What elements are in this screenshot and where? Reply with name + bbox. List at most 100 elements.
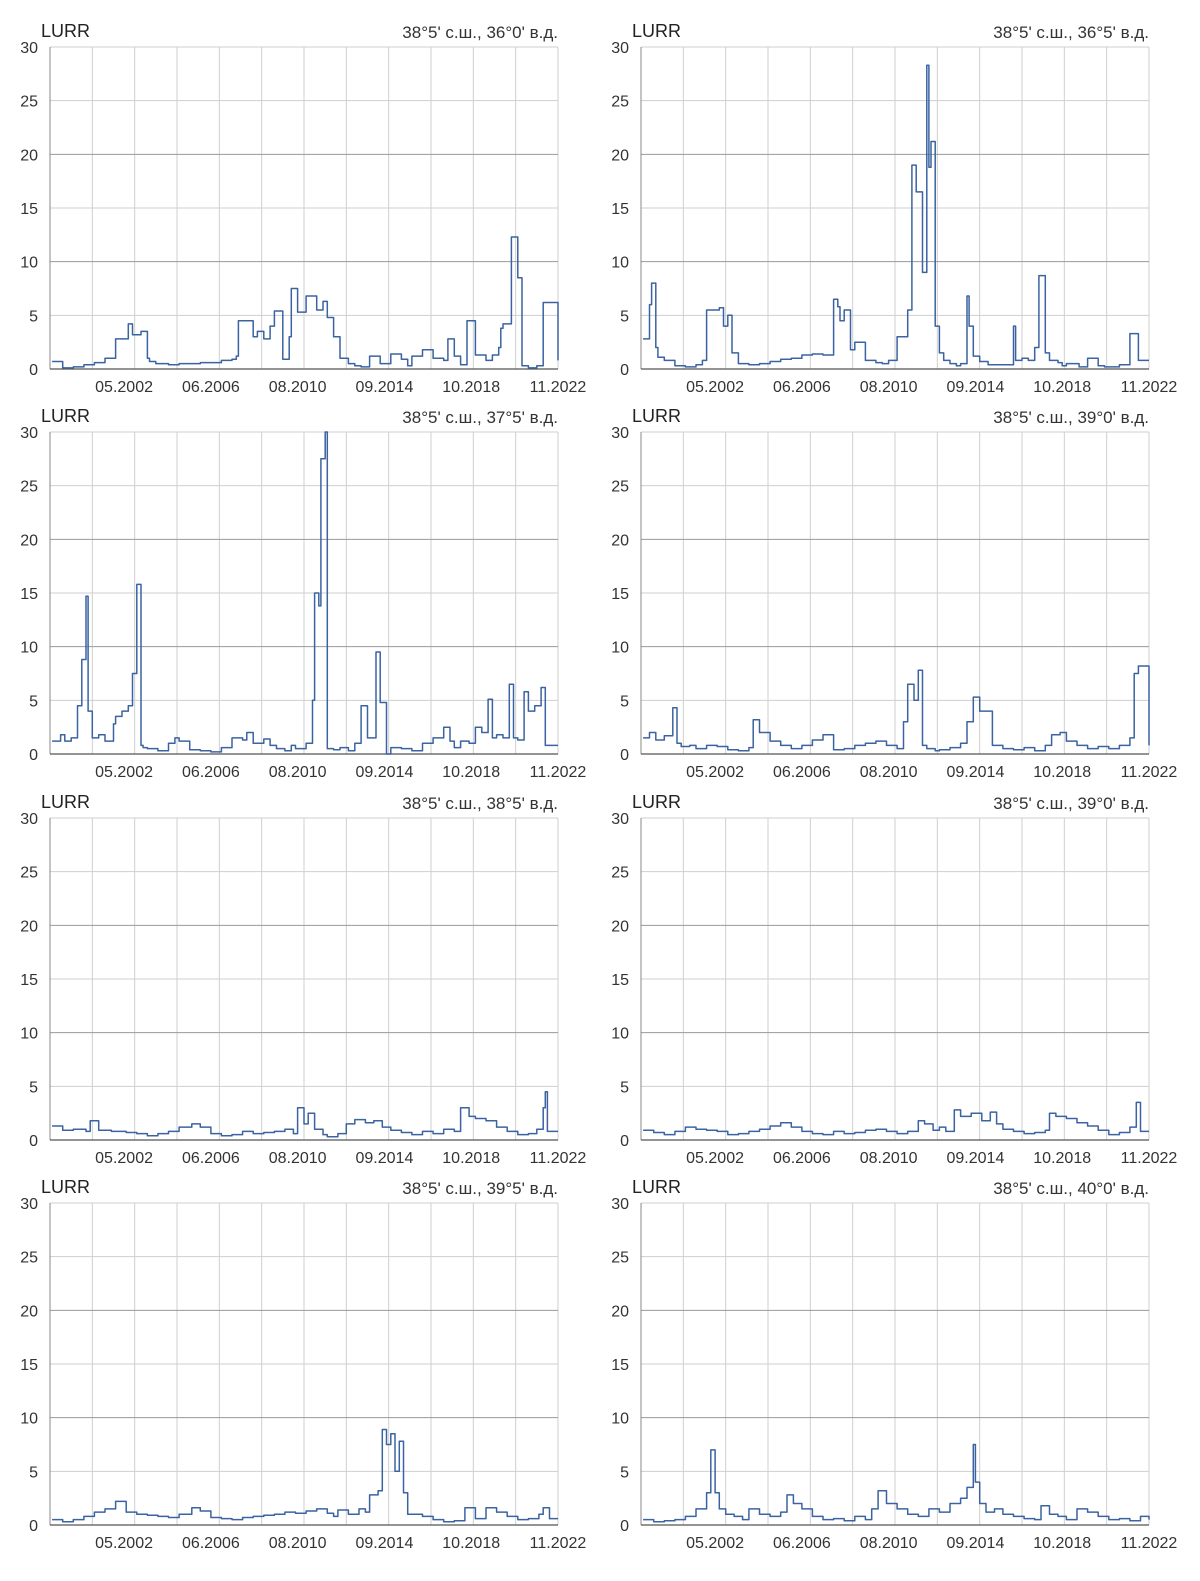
y-tick-label: 15 bbox=[611, 1357, 629, 1374]
x-tick-label: 09.2014 bbox=[947, 764, 1005, 781]
y-tick-label: 10 bbox=[20, 1026, 38, 1043]
y-axis-label: LURR bbox=[632, 21, 681, 41]
panel-8: 0 5 10 15 20 25 30 05.2002 06.2006 08.2010 09.2014… bbox=[611, 1177, 1177, 1552]
y-axis-label: LURR bbox=[632, 1177, 681, 1197]
x-tick-label: 11.2022 bbox=[530, 379, 587, 396]
panel-title: 38°5' с.ш., 39°0' в.д. bbox=[993, 794, 1149, 813]
y-tick-label: 0 bbox=[620, 1518, 629, 1535]
x-tick-label: 05.2002 bbox=[686, 1535, 744, 1552]
panel-7: 0 5 10 15 20 25 30 05.2002 06.2006 08.2010 09.2014… bbox=[20, 1177, 586, 1552]
y-tick-label: 30 bbox=[611, 1196, 629, 1213]
x-tick-label: 10.2018 bbox=[1033, 1535, 1091, 1552]
y-tick-label: 25 bbox=[20, 479, 38, 496]
x-tick-label: 11.2022 bbox=[1121, 1535, 1178, 1552]
y-tick-label: 0 bbox=[29, 1133, 38, 1150]
x-tick-label: 08.2010 bbox=[269, 1150, 327, 1167]
x-tick-label: 05.2002 bbox=[686, 379, 744, 396]
x-tick-label: 10.2018 bbox=[1033, 1150, 1091, 1167]
panel-title: 38°5' с.ш., 37°5' в.д. bbox=[402, 408, 558, 427]
y-tick-label: 20 bbox=[20, 1303, 38, 1320]
x-tick-label: 08.2010 bbox=[269, 764, 327, 781]
y-tick-label: 5 bbox=[29, 693, 38, 710]
panel-title: 38°5' с.ш., 36°5' в.д. bbox=[993, 23, 1149, 42]
y-tick-label: 30 bbox=[20, 425, 38, 442]
x-tick-label: 09.2014 bbox=[356, 1150, 414, 1167]
y-tick-label: 25 bbox=[20, 1250, 38, 1267]
series-line bbox=[52, 236, 559, 369]
panel-3: 0 5 10 15 20 25 30 05.2002 06.2006 08.2010 09.2014… bbox=[20, 406, 586, 781]
y-tick-label: 5 bbox=[620, 693, 629, 710]
x-tick-label: 11.2022 bbox=[1121, 379, 1178, 396]
y-tick-label: 0 bbox=[29, 362, 38, 379]
x-tick-label: 06.2006 bbox=[182, 1150, 240, 1167]
y-tick-label: 0 bbox=[620, 747, 629, 764]
y-tick-label: 20 bbox=[611, 918, 629, 935]
y-tick-label: 25 bbox=[611, 479, 629, 496]
x-tick-label: 08.2010 bbox=[860, 764, 918, 781]
series-line bbox=[643, 64, 1149, 368]
panel-1: 0 5 10 15 20 25 30 05.2002 06.2006 08.2010 09.2014… bbox=[20, 21, 586, 396]
y-tick-label: 10 bbox=[20, 1411, 38, 1428]
series-line bbox=[643, 1101, 1149, 1136]
series-line bbox=[643, 1443, 1150, 1523]
y-tick-label: 5 bbox=[29, 1079, 38, 1096]
series-line bbox=[52, 1090, 558, 1138]
y-tick-label: 10 bbox=[20, 255, 38, 272]
y-tick-label: 0 bbox=[29, 1518, 38, 1535]
y-tick-label: 20 bbox=[20, 147, 38, 164]
x-tick-label: 11.2022 bbox=[1121, 764, 1178, 781]
panel-title: 38°5' с.ш., 39°0' в.д. bbox=[993, 408, 1149, 427]
y-axis-label: LURR bbox=[632, 792, 681, 812]
y-tick-label: 30 bbox=[611, 40, 629, 57]
y-tick-label: 0 bbox=[620, 1133, 629, 1150]
x-tick-label: 06.2006 bbox=[182, 764, 240, 781]
x-tick-label: 11.2022 bbox=[530, 1150, 587, 1167]
y-tick-label: 30 bbox=[20, 40, 38, 57]
y-tick-label: 25 bbox=[611, 1250, 629, 1267]
y-tick-label: 15 bbox=[20, 1357, 38, 1374]
y-tick-label: 10 bbox=[20, 640, 38, 657]
y-tick-label: 30 bbox=[611, 811, 629, 828]
x-tick-label: 08.2010 bbox=[860, 1150, 918, 1167]
x-tick-label: 09.2014 bbox=[947, 1535, 1005, 1552]
y-tick-label: 20 bbox=[611, 532, 629, 549]
panel-5: 0 5 10 15 20 25 30 05.2002 06.2006 08.2010 09.2014… bbox=[20, 792, 586, 1167]
panel-2: 0 5 10 15 20 25 30 05.2002 06.2006 08.2010 09.2014… bbox=[611, 21, 1177, 396]
x-tick-label: 10.2018 bbox=[442, 379, 500, 396]
x-tick-label: 11.2022 bbox=[1121, 1150, 1178, 1167]
y-axis-label: LURR bbox=[41, 792, 90, 812]
y-tick-label: 20 bbox=[20, 918, 38, 935]
y-tick-label: 15 bbox=[611, 972, 629, 989]
x-tick-label: 05.2002 bbox=[686, 1150, 744, 1167]
x-tick-label: 08.2010 bbox=[269, 1535, 327, 1552]
y-tick-label: 10 bbox=[611, 1411, 629, 1428]
x-tick-label: 11.2022 bbox=[530, 1535, 587, 1552]
y-axis-label: LURR bbox=[41, 406, 90, 426]
y-tick-label: 5 bbox=[620, 308, 629, 325]
y-tick-label: 30 bbox=[611, 425, 629, 442]
panel-6: 0 5 10 15 20 25 30 05.2002 06.2006 08.2010 09.2014… bbox=[611, 792, 1177, 1167]
y-tick-label: 15 bbox=[20, 201, 38, 218]
x-tick-label: 10.2018 bbox=[1033, 379, 1091, 396]
x-tick-label: 08.2010 bbox=[269, 379, 327, 396]
y-tick-label: 15 bbox=[611, 586, 629, 603]
panel-4: 0 5 10 15 20 25 30 05.2002 06.2006 08.2010 09.2014… bbox=[611, 406, 1177, 781]
x-tick-label: 09.2014 bbox=[947, 1150, 1005, 1167]
y-tick-label: 5 bbox=[620, 1079, 629, 1096]
y-tick-label: 15 bbox=[20, 972, 38, 989]
y-tick-label: 10 bbox=[611, 640, 629, 657]
x-tick-label: 05.2002 bbox=[95, 764, 153, 781]
x-tick-label: 11.2022 bbox=[530, 764, 587, 781]
x-tick-label: 08.2010 bbox=[860, 379, 918, 396]
series-line bbox=[643, 665, 1150, 752]
x-tick-label: 10.2018 bbox=[442, 1150, 500, 1167]
x-tick-label: 05.2002 bbox=[95, 1535, 153, 1552]
x-tick-label: 09.2014 bbox=[356, 379, 414, 396]
y-axis-label: LURR bbox=[41, 1177, 90, 1197]
x-tick-label: 06.2006 bbox=[182, 379, 240, 396]
y-tick-label: 15 bbox=[611, 201, 629, 218]
y-tick-label: 25 bbox=[20, 865, 38, 882]
x-tick-label: 06.2006 bbox=[773, 1150, 831, 1167]
y-tick-label: 20 bbox=[611, 1303, 629, 1320]
